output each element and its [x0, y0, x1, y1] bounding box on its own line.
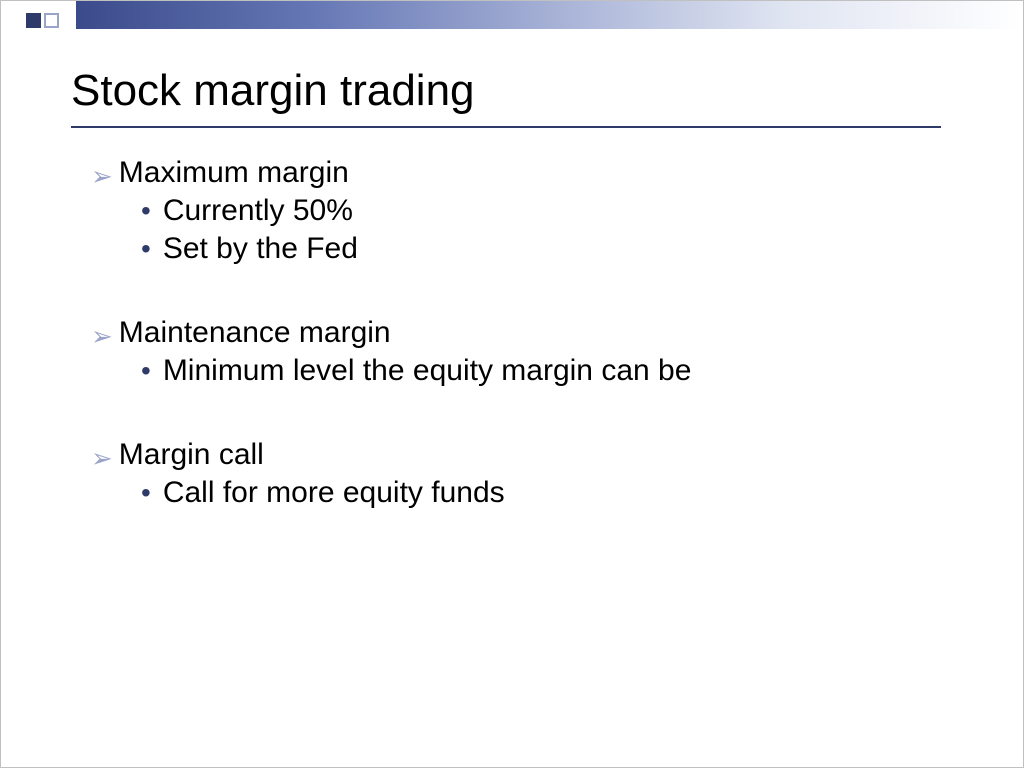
- group-spacer: [91, 270, 953, 316]
- list-heading: ➢ Maintenance margin: [91, 316, 953, 350]
- list-item: • Set by the Fed: [91, 232, 953, 266]
- dot-bullet-icon: •: [141, 235, 151, 263]
- square-outline-icon: [44, 13, 59, 28]
- item-text: Call for more equity funds: [163, 476, 505, 510]
- square-filled-icon: [26, 13, 41, 28]
- heading-text: Maintenance margin: [119, 316, 391, 350]
- heading-text: Margin call: [119, 438, 264, 472]
- list-item: • Minimum level the equity margin can be: [91, 354, 953, 388]
- title-underline: [71, 126, 941, 128]
- slide-content: Stock margin trading ➢ Maximum margin • …: [1, 51, 1023, 510]
- dot-bullet-icon: •: [141, 357, 151, 385]
- list-item: • Currently 50%: [91, 194, 953, 228]
- dot-bullet-icon: •: [141, 197, 151, 225]
- header-gradient-bar: [76, 1, 1023, 29]
- header-squares-decoration: [26, 13, 59, 28]
- item-text: Minimum level the equity margin can be: [163, 354, 692, 388]
- arrow-bullet-icon: ➢: [91, 323, 113, 349]
- slide-header: [1, 1, 1023, 51]
- arrow-bullet-icon: ➢: [91, 445, 113, 471]
- list-item: • Call for more equity funds: [91, 476, 953, 510]
- list-heading: ➢ Margin call: [91, 438, 953, 472]
- bullet-list: ➢ Maximum margin • Currently 50% • Set b…: [71, 156, 953, 510]
- heading-text: Maximum margin: [119, 156, 349, 190]
- item-text: Set by the Fed: [163, 232, 358, 266]
- list-heading: ➢ Maximum margin: [91, 156, 953, 190]
- arrow-bullet-icon: ➢: [91, 163, 113, 189]
- dot-bullet-icon: •: [141, 479, 151, 507]
- slide-title: Stock margin trading: [71, 66, 953, 116]
- group-spacer: [91, 392, 953, 438]
- item-text: Currently 50%: [163, 194, 353, 228]
